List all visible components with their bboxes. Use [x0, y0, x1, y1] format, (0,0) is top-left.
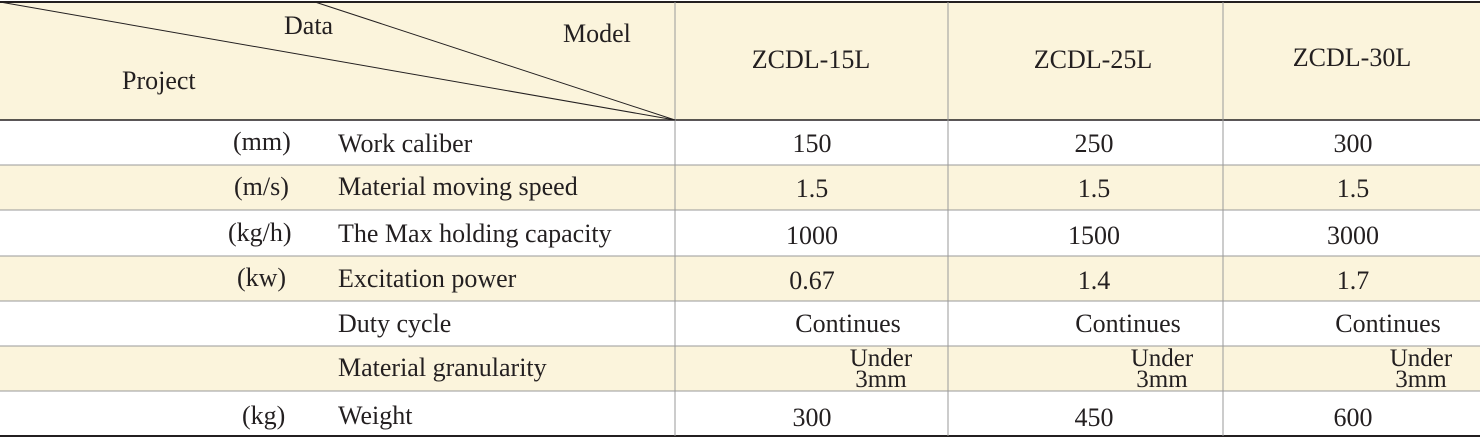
value-weight-3: 600 — [1333, 403, 1373, 432]
value-work-caliber-2: 250 — [1074, 129, 1114, 158]
value-weight-1: 300 — [792, 403, 832, 432]
value-excitation-2: 1.4 — [1077, 266, 1111, 295]
row-bg-work-caliber — [0, 120, 1480, 165]
corner-data-label: Data — [284, 11, 334, 40]
value-granularity-1-line1: Under — [849, 345, 913, 372]
value-work-caliber-3: 300 — [1333, 129, 1373, 158]
value-granularity-3: Under 3mm — [1389, 345, 1453, 393]
label-weight: Weight — [338, 401, 413, 430]
value-granularity-1-line2: 3mm — [855, 366, 907, 393]
label-capacity: The Max holding capacity — [338, 219, 612, 248]
unit-capacity: (kg/h) — [228, 218, 292, 247]
value-capacity-2: 1500 — [1068, 221, 1120, 250]
label-granularity: Material granularity — [338, 353, 547, 382]
model-header-2: ZCDL-25L — [1033, 45, 1153, 74]
corner-model-label: Model — [563, 19, 631, 48]
unit-excitation: (kw) — [237, 263, 287, 292]
value-moving-speed-3: 1.5 — [1336, 174, 1370, 203]
value-excitation-1: 0.67 — [789, 266, 835, 295]
value-capacity-3: 3000 — [1327, 221, 1379, 250]
value-granularity-2-line1: Under — [1130, 345, 1194, 372]
unit-work-caliber: (mm) — [233, 127, 291, 156]
corner-project-label: Project — [122, 66, 196, 95]
value-work-caliber-1: 150 — [792, 129, 832, 158]
unit-moving-speed: (m/s) — [234, 172, 289, 201]
row-bg-weight — [0, 391, 1480, 436]
row-bg-duty-cycle — [0, 301, 1480, 346]
value-granularity-1: Under 3mm — [849, 345, 913, 393]
row-bg-granularity — [0, 346, 1480, 391]
value-granularity-3-line1: Under — [1389, 345, 1453, 372]
value-capacity-1: 1000 — [786, 221, 838, 250]
value-moving-speed-2: 1.5 — [1077, 174, 1111, 203]
label-moving-speed: Material moving speed — [338, 172, 578, 201]
row-bg-moving-speed — [0, 165, 1480, 210]
row-bg-excitation — [0, 256, 1480, 301]
value-granularity-2: Under 3mm — [1130, 345, 1194, 393]
header-band — [0, 2, 1480, 120]
value-weight-2: 450 — [1074, 403, 1114, 432]
value-duty-cycle-1: Continues — [795, 309, 901, 338]
value-moving-speed-1: 1.5 — [795, 174, 829, 203]
model-header-1: ZCDL-15L — [751, 45, 871, 74]
label-excitation: Excitation power — [338, 264, 517, 293]
label-duty-cycle: Duty cycle — [338, 309, 452, 338]
value-granularity-3-line2: 3mm — [1395, 366, 1447, 393]
value-granularity-2-line2: 3mm — [1136, 366, 1188, 393]
value-duty-cycle-2: Continues — [1075, 309, 1181, 338]
value-excitation-3: 1.7 — [1336, 266, 1370, 295]
value-duty-cycle-3: Continues — [1335, 309, 1441, 338]
unit-weight: (kg) — [242, 401, 286, 430]
row-bg-capacity — [0, 210, 1480, 256]
label-work-caliber: Work caliber — [338, 129, 473, 158]
model-header-3: ZCDL-30L — [1292, 43, 1412, 72]
